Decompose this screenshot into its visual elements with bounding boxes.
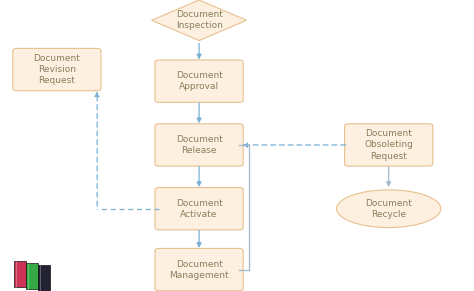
Polygon shape (152, 0, 246, 40)
FancyBboxPatch shape (13, 48, 101, 91)
FancyBboxPatch shape (38, 265, 50, 291)
Ellipse shape (337, 190, 441, 228)
FancyBboxPatch shape (26, 263, 38, 289)
Text: Document
Recycle: Document Recycle (365, 199, 412, 219)
FancyBboxPatch shape (155, 188, 243, 230)
FancyBboxPatch shape (155, 124, 243, 166)
FancyBboxPatch shape (14, 261, 26, 287)
Text: Document
Inspection: Document Inspection (176, 10, 222, 30)
Text: Document
Management: Document Management (169, 260, 229, 280)
FancyBboxPatch shape (155, 60, 243, 102)
Text: Document
Obsoleting
Request: Document Obsoleting Request (364, 129, 413, 161)
FancyBboxPatch shape (345, 124, 433, 166)
Text: Document
Activate: Document Activate (176, 199, 222, 219)
FancyBboxPatch shape (155, 249, 243, 291)
Text: Document
Revision
Request: Document Revision Request (34, 54, 80, 85)
Text: Document
Release: Document Release (176, 135, 222, 155)
Text: Document
Approval: Document Approval (176, 71, 222, 91)
